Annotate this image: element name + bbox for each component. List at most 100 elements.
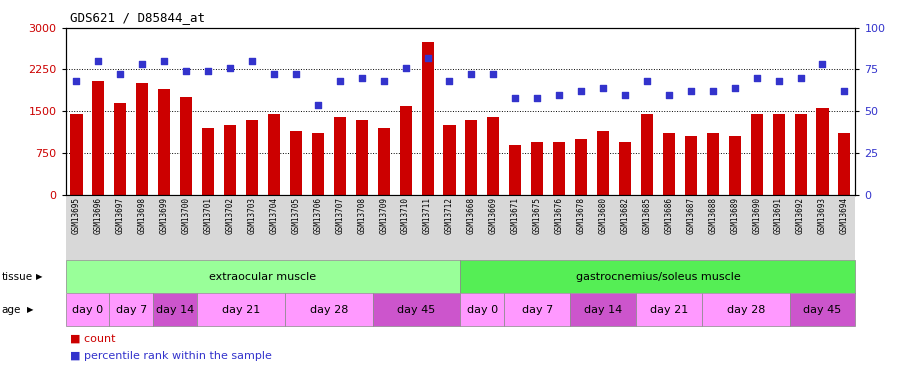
Bar bbox=[285, 293, 373, 326]
Bar bbox=[790, 293, 855, 326]
Point bbox=[288, 72, 303, 78]
Text: GSM13703: GSM13703 bbox=[248, 197, 257, 234]
Bar bbox=[136, 83, 148, 195]
Bar bbox=[66, 293, 109, 326]
Point bbox=[464, 72, 479, 78]
Text: GDS621 / D85844_at: GDS621 / D85844_at bbox=[70, 11, 205, 24]
Text: GSM13676: GSM13676 bbox=[555, 197, 563, 234]
Text: day 21: day 21 bbox=[650, 305, 688, 315]
Point bbox=[442, 78, 457, 84]
Bar bbox=[553, 142, 565, 195]
Bar bbox=[180, 97, 192, 195]
Bar bbox=[399, 106, 411, 195]
Text: GSM13702: GSM13702 bbox=[226, 197, 235, 234]
Text: ■ percentile rank within the sample: ■ percentile rank within the sample bbox=[70, 351, 272, 361]
Text: GSM13682: GSM13682 bbox=[621, 197, 630, 234]
Text: GSM13678: GSM13678 bbox=[577, 197, 586, 234]
Point bbox=[508, 95, 522, 101]
Bar bbox=[224, 125, 236, 195]
Text: GSM13687: GSM13687 bbox=[686, 197, 695, 234]
Bar bbox=[465, 120, 478, 195]
Point bbox=[310, 102, 325, 108]
Point bbox=[618, 92, 632, 98]
Bar bbox=[378, 128, 389, 195]
Bar bbox=[794, 114, 806, 195]
Text: GSM13689: GSM13689 bbox=[730, 197, 739, 234]
Text: ■ count: ■ count bbox=[70, 334, 116, 344]
Point bbox=[113, 72, 127, 78]
Text: day 7: day 7 bbox=[521, 305, 553, 315]
Bar bbox=[202, 128, 214, 195]
Point bbox=[332, 78, 347, 84]
Bar bbox=[246, 120, 258, 195]
Bar bbox=[312, 134, 324, 195]
Text: GSM13668: GSM13668 bbox=[467, 197, 476, 234]
Text: tissue: tissue bbox=[2, 272, 33, 282]
Point bbox=[727, 85, 742, 91]
Point bbox=[420, 55, 435, 61]
Text: day 21: day 21 bbox=[222, 305, 260, 315]
Point bbox=[201, 68, 216, 74]
Text: day 45: day 45 bbox=[398, 305, 436, 315]
Text: GSM13693: GSM13693 bbox=[818, 197, 827, 234]
Point bbox=[267, 72, 281, 78]
Point bbox=[596, 85, 611, 91]
Point bbox=[69, 78, 84, 84]
Bar bbox=[334, 117, 346, 195]
Text: day 28: day 28 bbox=[726, 305, 765, 315]
Point bbox=[683, 88, 698, 94]
Text: GSM13680: GSM13680 bbox=[599, 197, 608, 234]
Text: GSM13696: GSM13696 bbox=[94, 197, 103, 234]
Text: GSM13695: GSM13695 bbox=[72, 197, 81, 234]
Bar bbox=[460, 260, 855, 293]
Text: day 0: day 0 bbox=[72, 305, 103, 315]
Text: GSM13709: GSM13709 bbox=[379, 197, 389, 234]
Bar bbox=[816, 108, 828, 195]
Bar bbox=[702, 293, 790, 326]
Point bbox=[91, 58, 106, 64]
Bar bbox=[109, 293, 153, 326]
Text: day 0: day 0 bbox=[467, 305, 498, 315]
Bar bbox=[488, 117, 500, 195]
Text: GSM13690: GSM13690 bbox=[753, 197, 761, 234]
Text: day 14: day 14 bbox=[584, 305, 622, 315]
Point bbox=[794, 75, 808, 81]
Bar bbox=[751, 114, 763, 195]
Bar bbox=[729, 136, 741, 195]
Point bbox=[135, 62, 149, 68]
Text: ▶: ▶ bbox=[36, 272, 43, 281]
Bar bbox=[93, 81, 105, 195]
Text: GSM13708: GSM13708 bbox=[358, 197, 366, 234]
Text: GSM13707: GSM13707 bbox=[335, 197, 344, 234]
Text: day 14: day 14 bbox=[157, 305, 195, 315]
Bar bbox=[685, 136, 697, 195]
Bar bbox=[773, 114, 784, 195]
Bar bbox=[597, 130, 609, 195]
Text: GSM13712: GSM13712 bbox=[445, 197, 454, 234]
Text: GSM13685: GSM13685 bbox=[642, 197, 652, 234]
Text: day 7: day 7 bbox=[116, 305, 147, 315]
Text: GSM13688: GSM13688 bbox=[708, 197, 717, 234]
Text: GSM13710: GSM13710 bbox=[401, 197, 410, 234]
Bar bbox=[641, 114, 653, 195]
Point bbox=[705, 88, 720, 94]
Bar bbox=[197, 293, 285, 326]
Text: ▶: ▶ bbox=[27, 305, 34, 314]
Bar bbox=[636, 293, 702, 326]
Text: day 28: day 28 bbox=[309, 305, 348, 315]
Text: GSM13704: GSM13704 bbox=[269, 197, 278, 234]
Point bbox=[157, 58, 171, 64]
Point bbox=[640, 78, 654, 84]
Bar bbox=[158, 89, 170, 195]
Point bbox=[486, 72, 501, 78]
Text: gastrocnemius/soleus muscle: gastrocnemius/soleus muscle bbox=[575, 272, 741, 282]
Point bbox=[179, 68, 194, 74]
Bar bbox=[373, 293, 460, 326]
Bar bbox=[531, 142, 543, 195]
Point bbox=[815, 62, 830, 68]
Point bbox=[662, 92, 676, 98]
Bar bbox=[66, 260, 460, 293]
Text: GSM13692: GSM13692 bbox=[796, 197, 805, 234]
Text: GSM13697: GSM13697 bbox=[116, 197, 125, 234]
Text: GSM13706: GSM13706 bbox=[313, 197, 322, 234]
